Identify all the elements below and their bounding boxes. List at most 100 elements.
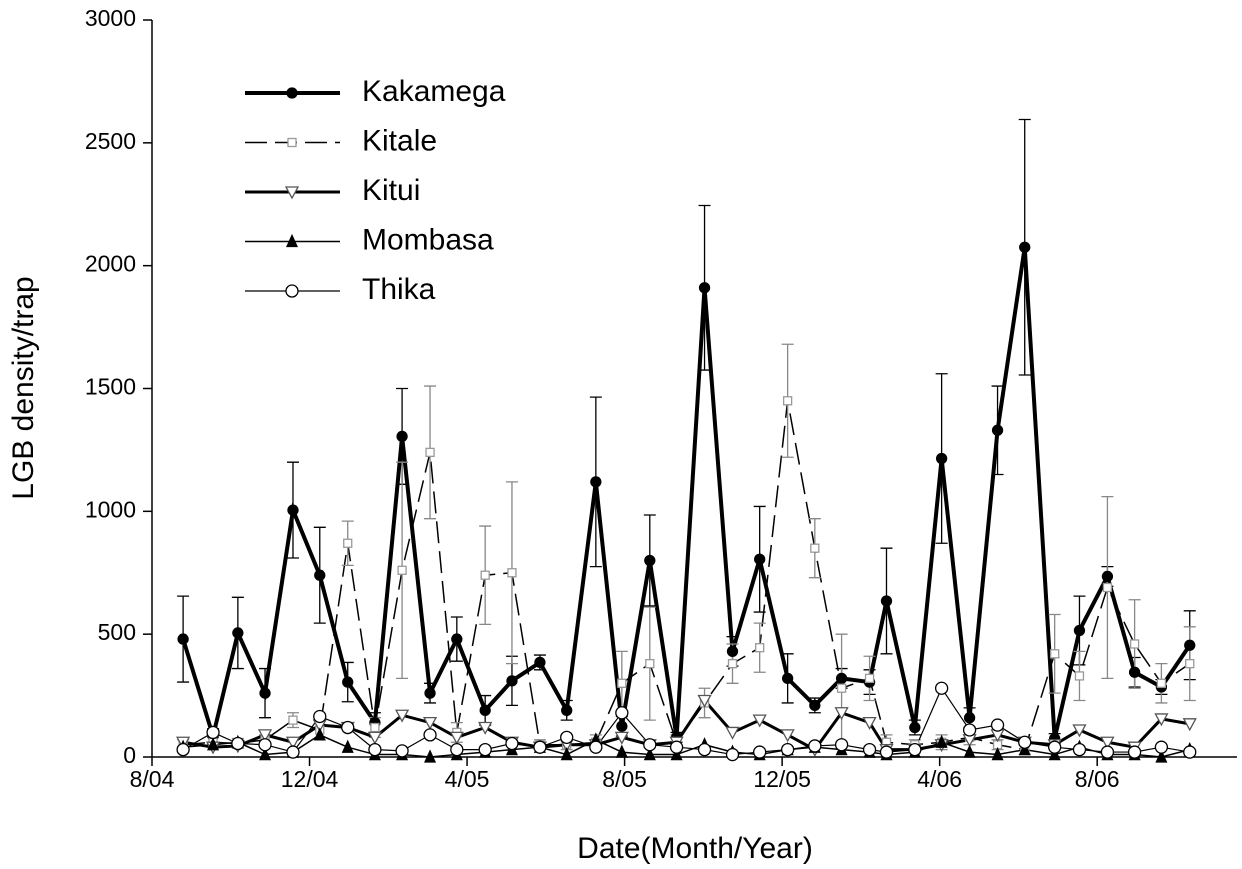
marker [1155,749,1168,763]
marker [1100,745,1115,759]
marker [560,730,574,744]
marker [424,687,436,699]
legend-marker [285,233,299,248]
marker [1074,671,1085,681]
marker [753,745,767,759]
marker [1129,639,1140,649]
marker [835,672,848,685]
marker [231,736,245,751]
marker [644,554,656,567]
marker [478,742,492,757]
y-tick-label: 500 [98,619,136,645]
series-line [183,734,1190,758]
marker [963,744,976,758]
marker [1102,582,1113,593]
marker [314,569,326,581]
marker [507,568,517,578]
marker [616,720,628,732]
marker [1072,724,1087,738]
marker [342,676,354,688]
marker [726,645,739,658]
marker [752,714,767,728]
marker [395,744,409,758]
marker [286,745,300,759]
y-tick-label: 0 [123,742,136,768]
marker [368,742,382,757]
marker [1018,742,1031,756]
y-tick-label: 3000 [85,5,136,31]
marker [697,742,712,757]
marker [397,565,407,575]
marker [560,746,573,761]
marker [908,742,922,757]
series-line [182,686,1190,756]
marker [669,740,684,754]
marker [394,709,410,723]
marker [259,746,272,761]
y-tick-label: 2000 [85,251,136,277]
marker [727,658,738,669]
y-tick-label: 1000 [85,496,136,522]
marker [991,746,1004,761]
marker [480,570,490,580]
marker [341,720,355,735]
marker [285,736,301,750]
marker [258,738,272,752]
marker [991,424,1004,436]
marker [963,712,976,724]
marker [1185,658,1195,669]
legend-marker [284,186,300,200]
marker [725,726,740,740]
marker [424,749,437,763]
marker [1127,745,1142,759]
marker [232,627,244,639]
marker [370,722,380,733]
x-tick-label: 8/05 [602,766,647,792]
marker [396,430,408,443]
marker [780,742,795,757]
marker [754,553,766,565]
x-tick-label: 12/05 [753,766,811,792]
marker [670,746,683,761]
marker [1019,241,1031,253]
marker [862,716,877,730]
marker [1050,649,1060,659]
marker [206,725,220,740]
legend-marker [285,284,299,298]
marker [909,721,921,734]
marker [207,737,220,751]
marker [1018,735,1032,749]
marker [1128,666,1141,678]
legend-marker [287,137,297,148]
marker [780,729,795,743]
marker [423,728,437,742]
marker [809,699,821,712]
series-line [181,246,1192,744]
marker [1100,736,1115,750]
marker [1048,746,1061,761]
marker [615,744,628,758]
marker [834,707,849,721]
marker [343,538,353,548]
marker [990,718,1005,732]
marker [479,704,491,716]
marker [645,658,655,669]
x-tick-label: 4/05 [445,766,490,792]
marker [1072,742,1087,757]
marker [313,709,327,724]
marker [450,742,464,757]
marker [1101,570,1114,583]
marker [935,734,948,748]
marker [1154,713,1169,727]
marker [589,740,603,754]
marker [755,643,765,653]
marker [880,595,893,607]
y-axis-title: LGB density/trap [7,276,40,499]
marker [1048,740,1062,754]
marker [782,396,793,406]
marker [643,738,657,752]
marker [1183,745,1197,759]
series-line [182,698,1190,752]
marker [288,715,298,725]
